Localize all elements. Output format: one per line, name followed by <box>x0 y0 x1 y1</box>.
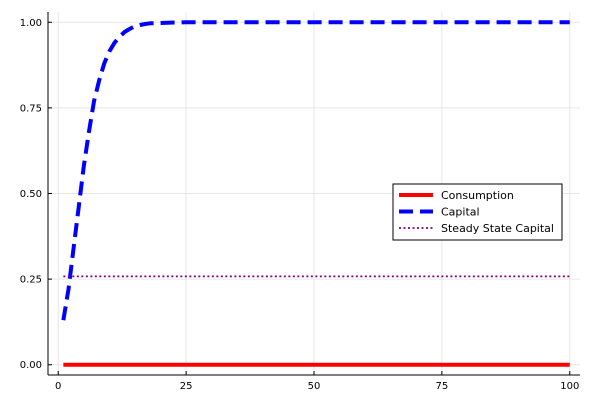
tick-labels: 0 25 50 75 100 0.00 0.25 0.50 0.75 1.00 <box>20 18 580 392</box>
legend-label-1: Capital <box>441 206 480 219</box>
x-tick-label-4: 100 <box>560 381 579 392</box>
x-tick-label-2: 50 <box>308 381 321 392</box>
x-tick-label-0: 0 <box>55 381 61 392</box>
legend-label-2: Steady State Capital <box>441 222 554 235</box>
y-tick-label-3: 0.75 <box>20 103 42 114</box>
legend-label-0: Consumption <box>441 189 514 202</box>
x-tick-label-1: 25 <box>180 381 193 392</box>
y-tick-label-2: 0.50 <box>20 189 42 200</box>
legend: Consumption Capital Steady State Capital <box>392 183 563 241</box>
series-line-capital <box>61 20 570 321</box>
y-tick-label-0: 0.00 <box>20 360 42 371</box>
y-tick-label-1: 0.25 <box>20 275 42 286</box>
axes <box>47 12 580 376</box>
y-tick-label-4: 1.00 <box>20 18 42 29</box>
x-tick-label-3: 75 <box>436 381 449 392</box>
series-lines <box>61 20 570 367</box>
